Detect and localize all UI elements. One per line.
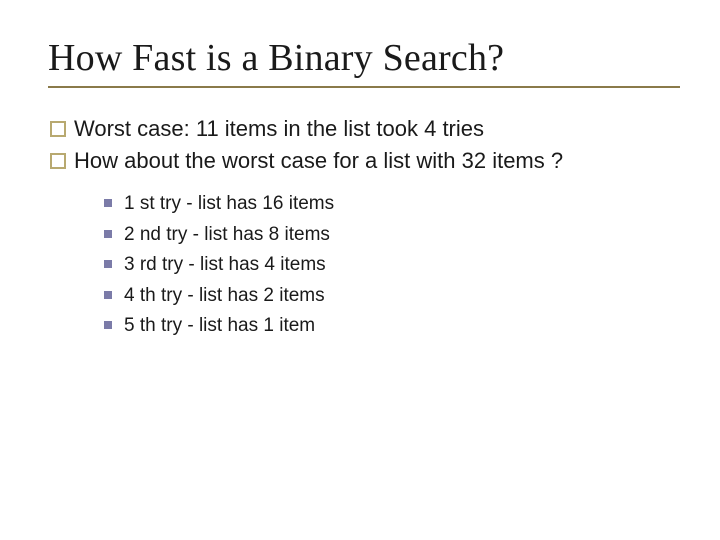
bullet-text: Worst case: 11 items in the list took 4 … xyxy=(74,116,484,141)
subbullet-text: 4 th try - list has 2 items xyxy=(124,285,325,306)
subbullet-item: 1 st try - list has 16 items xyxy=(102,189,680,219)
subbullet-item: 2 nd try - list has 8 items xyxy=(102,220,680,250)
subbullet-item: 4 th try - list has 2 items xyxy=(102,281,680,311)
slide: How Fast is a Binary Search? Worst case:… xyxy=(0,0,720,540)
slide-title: How Fast is a Binary Search? xyxy=(48,36,680,88)
bullet-list: Worst case: 11 items in the list took 4 … xyxy=(48,114,680,341)
subbullet-text: 1 st try - list has 16 items xyxy=(124,193,334,214)
subbullet-text: 2 nd try - list has 8 items xyxy=(124,224,330,245)
bullet-item: How about the worst case for a list with… xyxy=(48,146,680,342)
subbullet-item: 3 rd try - list has 4 items xyxy=(102,250,680,280)
subbullet-list: 1 st try - list has 16 items 2 nd try - … xyxy=(102,189,680,341)
subbullet-text: 3 rd try - list has 4 items xyxy=(124,254,326,275)
subbullet-item: 5 th try - list has 1 item xyxy=(102,311,680,341)
subbullet-text: 5 th try - list has 1 item xyxy=(124,315,315,336)
bullet-text: How about the worst case for a list with… xyxy=(74,148,563,173)
bullet-item: Worst case: 11 items in the list took 4 … xyxy=(48,114,680,144)
